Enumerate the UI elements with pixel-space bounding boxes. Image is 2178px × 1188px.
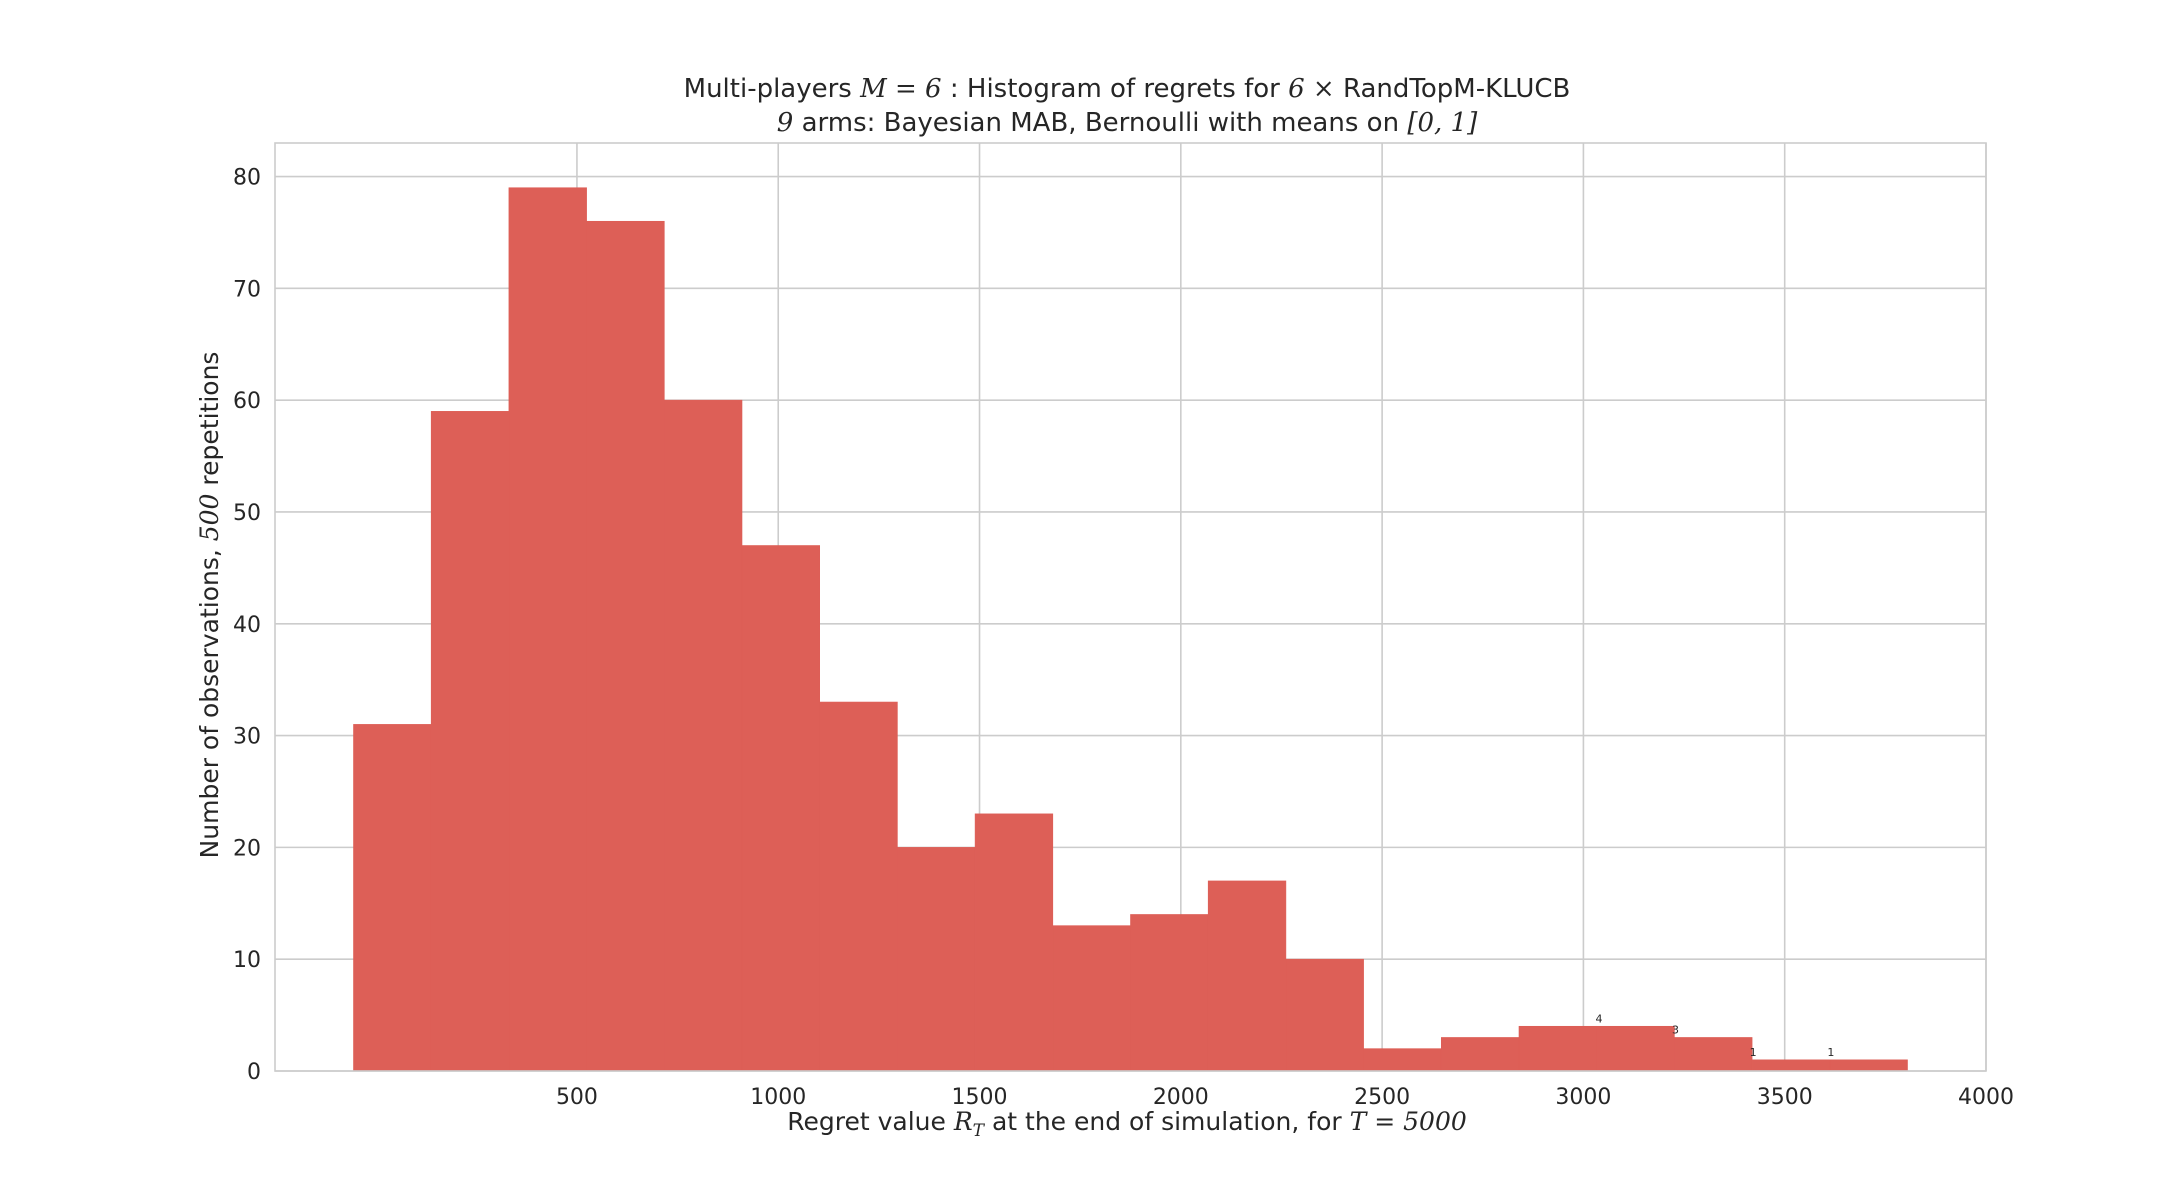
xlabel-math1-sub: T [973,1121,986,1141]
histogram-bar [1130,914,1209,1072]
y-tick-labels: 0 10 20 30 40 50 60 70 80 [233,166,261,1085]
title-line2-mid: arms: Bayesian MAB, Bernoulli with means… [793,108,1407,138]
y-tick-label: 20 [233,836,261,861]
y-tick-label: 80 [233,166,261,191]
histogram-bar [1596,1025,1675,1072]
xlabel-math2: T = 5000 [1350,1107,1467,1136]
bar-annotations: 4 3 1 1 [1595,1012,1834,1059]
xlabel-mid: at the end of simulation, for [984,1107,1350,1136]
title-line2-math1: 9 [777,108,794,138]
histogram-bar [430,411,510,1072]
histogram-bar [353,724,432,1072]
chart-title-line-2: 9 arms: Bayesian MAB, Bernoulli with mea… [777,108,1478,138]
y-tick-label: 40 [233,613,261,638]
bar-count-annotation: 1 [1750,1046,1757,1059]
histogram-bar [1052,925,1131,1072]
bar-count-annotation: 1 [1827,1046,1834,1059]
histogram-bar [819,701,898,1072]
bars [353,187,1908,1072]
ylabel-pre: Number of observations, [195,541,224,858]
x-tick-label: 4000 [1958,1085,2014,1110]
histogram-bar [586,220,665,1072]
bar-count-annotation: 4 [1595,1012,1602,1025]
plot-frame [274,142,1987,1072]
title-line1-mid: : Histogram of regrets for [942,74,1289,104]
histogram-bar [1674,1037,1753,1072]
xlabel-math1: R [953,1107,973,1136]
x-tick-label: 3000 [1555,1085,1611,1110]
xlabel-pre: Regret value [787,1107,954,1136]
histogram-bar [1363,1048,1442,1072]
histogram-bar [1751,1059,1831,1072]
y-tick-label: 60 [233,389,261,414]
ylabel-math: 500 [195,493,224,541]
bar-count-annotation: 3 [1672,1023,1679,1036]
histogram-bar [1285,958,1364,1072]
x-tick-label: 3500 [1757,1085,1813,1110]
title-line1-math1: M = 6 [859,74,941,104]
chart-title-line-1: Multi-players M = 6 : Histogram of regre… [684,74,1571,104]
histogram-bar [1518,1025,1597,1072]
x-tick-label: 500 [556,1085,598,1110]
x-tick-label: 2000 [1153,1085,1209,1110]
histogram-bar [508,187,587,1072]
y-tick-label: 70 [233,277,261,302]
histogram-bar [897,847,976,1072]
x-axis-label: Regret value RT at the end of simulation… [787,1107,1467,1141]
histogram-bar [1207,880,1287,1072]
y-tick-label: 0 [247,1060,261,1085]
x-tick-label: 1500 [952,1085,1008,1110]
y-tick-label: 10 [233,948,261,973]
x-tick-label: 2500 [1354,1085,1410,1110]
title-line1-pre: Multi-players [684,74,860,104]
histogram-bar [1829,1059,1908,1072]
title-line2-math2: [0, 1] [1407,108,1478,138]
histogram-bar [741,545,821,1072]
x-tick-label: 1000 [750,1085,806,1110]
y-tick-label: 30 [233,725,261,750]
title-line1-post: RandTopM-KLUCB [1335,74,1571,104]
x-tick-labels: 500 1000 1500 2000 2500 3000 3500 4000 [556,1085,2014,1110]
ylabel-post: repetitions [195,352,224,494]
title-line1-math2: 6 × [1288,74,1335,104]
y-axis-label: Number of observations, 500 repetitions [195,352,224,859]
histogram-bar [974,813,1054,1072]
y-tick-label: 50 [233,501,261,526]
histogram-bar [1440,1037,1520,1072]
histogram-bar [664,399,743,1072]
